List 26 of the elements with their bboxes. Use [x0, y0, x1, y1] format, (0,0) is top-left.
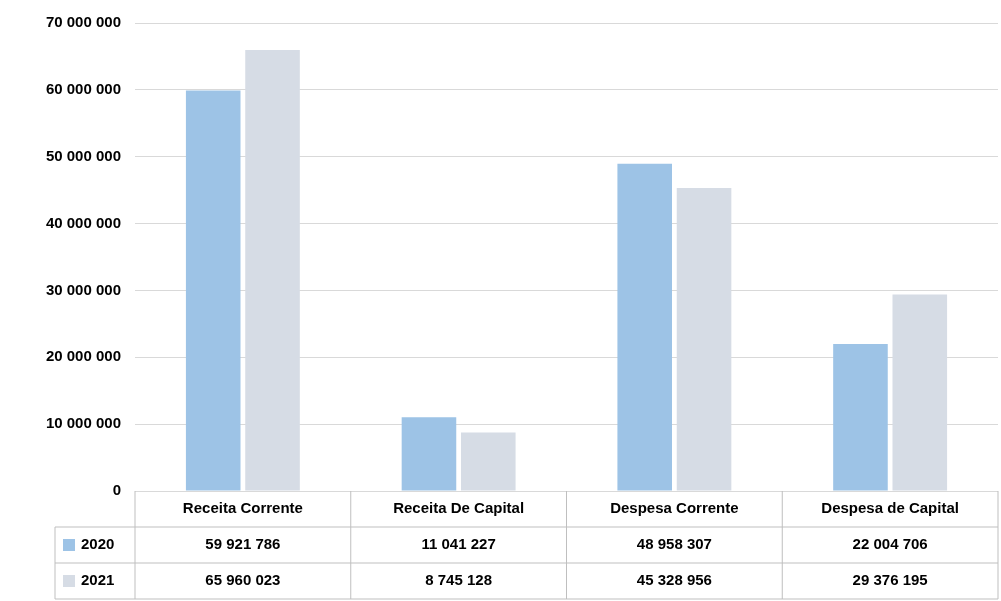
data-label: 59 921 786 — [205, 535, 281, 553]
bar — [185, 90, 241, 491]
data-label: 65 960 023 — [205, 571, 281, 589]
data-label: 48 958 307 — [636, 535, 712, 553]
y-tick-label: 10 000 000 — [45, 414, 121, 432]
x-tick-label: Receita De Capital — [393, 499, 525, 517]
data-label: 8 745 128 — [425, 571, 492, 589]
x-tick-label: Despesa de Capital — [821, 499, 959, 517]
data-label: 29 376 195 — [852, 571, 928, 589]
y-tick-label: 20 000 000 — [45, 347, 121, 365]
data-label: 11 041 227 — [421, 535, 496, 553]
y-tick-label: 40 000 000 — [45, 213, 121, 231]
x-tick-label: Receita Corrente — [182, 499, 303, 517]
bar — [401, 417, 457, 491]
y-tick-label: 0 — [112, 481, 121, 499]
y-tick-label: 60 000 000 — [45, 80, 121, 97]
y-tick-label: 50 000 000 — [45, 146, 121, 164]
y-tick-label: 70 000 000 — [45, 13, 121, 31]
legend-label: 2020 — [81, 535, 115, 553]
x-tick-label: Despesa Corrente — [610, 499, 739, 517]
bar — [617, 163, 672, 491]
data-label: 22 004 706 — [852, 535, 928, 553]
bar — [833, 343, 888, 491]
data-label: 45 328 956 — [636, 571, 712, 589]
y-tick-label: 30 000 000 — [45, 280, 121, 298]
legend-label: 2021 — [81, 571, 115, 589]
